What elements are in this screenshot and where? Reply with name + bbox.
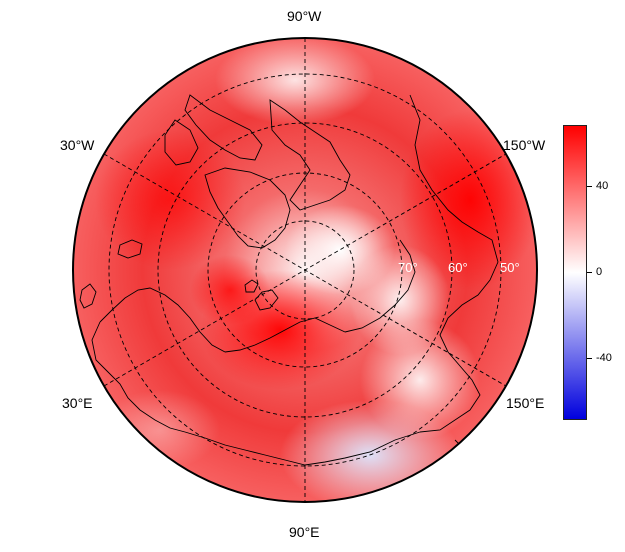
colorbar-label-neg40: -40 <box>596 352 612 364</box>
canadian-archipelago-coast <box>269 99 351 211</box>
chukotka-coast <box>344 239 416 333</box>
colorbar-tick-0 <box>587 272 592 273</box>
hudson-bay-coast <box>164 119 199 166</box>
latitude-label-60: 60° <box>448 260 468 275</box>
novaya-zemlya-coast <box>254 289 279 311</box>
latitude-circle-80 <box>255 220 355 320</box>
east-siberia-coast <box>419 261 499 433</box>
colorbar-tick-40 <box>587 186 592 187</box>
latitude-label-70: 70° <box>398 260 418 275</box>
anomaly-max-barents <box>190 255 270 325</box>
longitude-label-30e: 30°E <box>62 395 93 411</box>
meridian-lines <box>103 38 507 502</box>
longitude-label-150w: 150°W <box>503 137 546 153</box>
canada-mainland-coast <box>184 94 263 161</box>
meridian-30e-150w <box>103 153 507 387</box>
svalbard-coast <box>244 279 259 293</box>
longitude-label-150e: 150°E <box>506 395 545 411</box>
alaska-coast <box>409 94 499 263</box>
greenland-coast <box>204 167 291 249</box>
latitude-circle-50 <box>108 73 502 467</box>
anomaly-neutral-north <box>215 38 375 125</box>
longitude-label-30w: 30°W <box>60 137 95 153</box>
scandinavia-coast <box>99 287 226 353</box>
asia-border <box>184 431 421 466</box>
colorbar <box>563 125 587 420</box>
anomaly-field <box>73 38 537 502</box>
longitude-label-90e: 90°E <box>289 524 320 540</box>
longitude-label-90w: 90°W <box>287 8 322 24</box>
anomaly-max-greenland <box>95 130 245 270</box>
latitude-circle-60 <box>157 122 453 418</box>
colorbar-label-0: 0 <box>596 266 603 278</box>
colorbar-tick-neg40 <box>587 358 592 359</box>
siberia-arctic-coast <box>224 317 346 353</box>
latitude-label-50: 50° <box>500 260 520 275</box>
colorbar-label-40: 40 <box>596 180 609 192</box>
iceland-coast <box>117 239 143 259</box>
map-boundary <box>72 37 538 503</box>
europe-coast <box>91 321 186 433</box>
uk-coast <box>79 283 97 309</box>
